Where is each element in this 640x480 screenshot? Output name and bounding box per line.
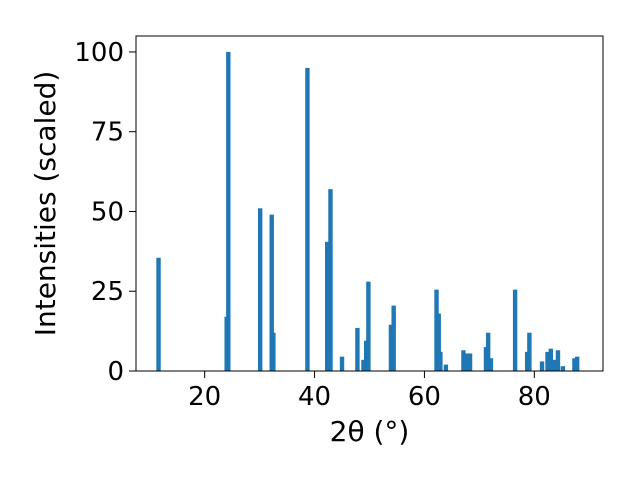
x-tick-label: 40 xyxy=(298,382,331,412)
bar xyxy=(539,361,545,371)
bar xyxy=(485,332,491,371)
x-tick-label: 80 xyxy=(518,382,551,412)
bar xyxy=(436,313,441,371)
y-tick-label: 100 xyxy=(74,38,124,68)
bar xyxy=(555,350,561,371)
bar xyxy=(257,208,263,371)
bar xyxy=(305,67,310,372)
bar xyxy=(226,51,231,371)
bar xyxy=(483,347,489,371)
bar xyxy=(467,353,473,371)
x-axis-label: 2θ (°) xyxy=(330,415,410,448)
bar xyxy=(574,356,580,371)
y-axis-label: Intensities (scaled) xyxy=(29,71,62,337)
bar xyxy=(443,364,449,371)
x-tick-label: 60 xyxy=(408,382,441,412)
x-axis-ticks: 20 40 60 80 xyxy=(188,371,551,412)
y-tick-label: 50 xyxy=(91,197,124,227)
bar xyxy=(388,324,394,371)
bar xyxy=(527,332,532,371)
bar xyxy=(328,189,333,371)
bar xyxy=(434,289,439,371)
x-tick-label: 20 xyxy=(188,382,221,412)
bar xyxy=(560,366,566,371)
bar xyxy=(339,356,345,371)
bar xyxy=(391,305,396,371)
bar xyxy=(156,257,161,371)
bar xyxy=(269,214,274,371)
y-tick-label: 0 xyxy=(107,357,124,387)
y-tick-label: 75 xyxy=(91,118,124,148)
y-axis-ticks: 0 25 50 75 100 xyxy=(74,38,136,387)
bar xyxy=(461,350,466,371)
bar xyxy=(572,358,577,371)
bar xyxy=(552,359,557,371)
bar xyxy=(271,332,276,371)
y-tick-label: 25 xyxy=(91,277,124,307)
bar xyxy=(464,353,469,371)
bar xyxy=(545,351,550,371)
bar xyxy=(512,289,518,371)
bar xyxy=(488,358,494,371)
bar xyxy=(355,327,360,371)
bar xyxy=(548,348,554,371)
bar xyxy=(325,241,330,371)
bar xyxy=(438,351,443,371)
bar xyxy=(366,281,371,371)
plot-frame xyxy=(135,35,604,372)
bars-group xyxy=(156,51,580,372)
bar xyxy=(361,359,366,371)
